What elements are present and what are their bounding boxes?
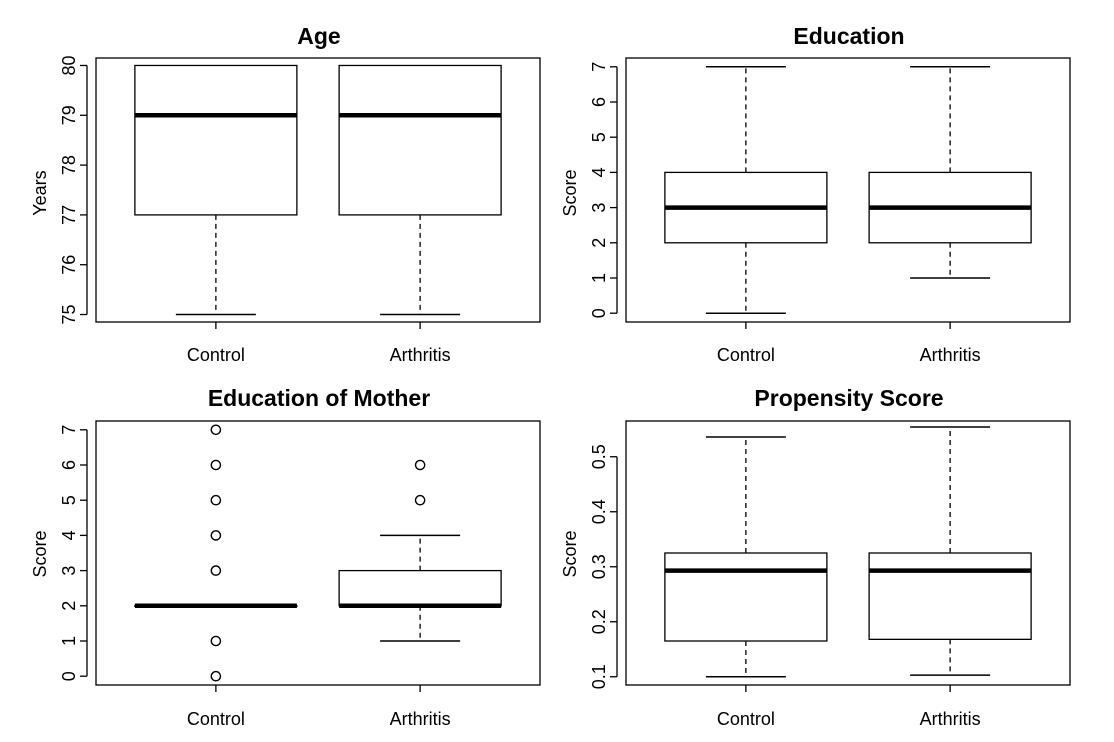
box-arthritis: [868, 426, 1032, 676]
box-control: [664, 436, 828, 678]
panel-education-of-mother-x-axis: Control Arthritis: [187, 685, 451, 729]
y-tick-label: 79: [59, 105, 79, 125]
outlier-point: [210, 424, 222, 436]
iqr-box: [134, 64, 298, 216]
x-tick-label: Arthritis: [920, 709, 981, 729]
y-tick-label: 5: [589, 132, 609, 142]
outlier-point: [210, 494, 222, 506]
y-tick-label: 0.5: [589, 444, 609, 469]
y-tick-label: 0.2: [589, 609, 609, 634]
panel-education-title: Education: [793, 23, 904, 49]
box-control: [134, 64, 298, 316]
y-tick-label: 76: [59, 255, 79, 275]
panel-age-plot-frame: [95, 57, 541, 323]
y-tick-label: 7: [59, 425, 79, 435]
panel-age: Age Years 75 76 77 78 79 80 Control Arthritis: [30, 23, 541, 365]
panel-education-of-mother: Education of Mother Score 0 1 2 3 4 5 6 7 Contr…: [30, 385, 541, 729]
x-tick-label: Control: [187, 709, 245, 729]
panel-education-of-mother-ylabel: Score: [30, 530, 50, 577]
y-tick-label: 1: [59, 636, 79, 646]
panel-propensity-score-x-axis: Control Arthritis: [717, 685, 981, 729]
x-tick-label: Control: [717, 709, 775, 729]
panel-education-of-mother-boxes: [134, 424, 502, 682]
iqr-box: [868, 552, 1032, 640]
y-tick-label: 3: [589, 203, 609, 213]
panel-education: Education Score 0 1 2 3 4 5 6 7 Control Arthriti…: [560, 23, 1071, 365]
panel-education-of-mother-plot-frame: [95, 420, 541, 686]
y-tick-label: 1: [589, 273, 609, 283]
box-arthritis: [868, 66, 1032, 279]
y-tick-label: 7: [589, 62, 609, 72]
box-control: [134, 424, 298, 682]
x-tick-label: Control: [717, 345, 775, 365]
outlier-point: [210, 565, 222, 576]
outlier-point: [210, 459, 222, 471]
outlier-point: [414, 494, 426, 506]
panel-education-of-mother-title: Education of Mother: [208, 385, 430, 411]
panel-propensity-score-boxes: [664, 426, 1032, 678]
panel-education-plot-frame: [625, 57, 1071, 323]
y-tick-label: 0.4: [589, 499, 609, 524]
y-tick-label: 6: [589, 97, 609, 107]
y-tick-label: 4: [59, 530, 79, 540]
box-control: [664, 66, 828, 314]
y-tick-label: 5: [59, 495, 79, 505]
panel-education-boxes: [664, 66, 1032, 314]
y-tick-label: 77: [59, 205, 79, 225]
x-tick-label: Control: [187, 345, 245, 365]
iqr-box: [338, 569, 502, 607]
y-tick-label: 75: [59, 305, 79, 325]
x-tick-label: Arthritis: [390, 709, 451, 729]
iqr-box: [664, 552, 828, 642]
box-arthritis: [338, 459, 502, 642]
panel-propensity-score-y-axis: 0.1 0.2 0.3 0.4 0.5: [589, 444, 618, 689]
y-tick-label: 0.1: [589, 664, 609, 689]
y-tick-label: 6: [59, 460, 79, 470]
y-tick-label: 3: [59, 566, 79, 576]
y-tick-label: 2: [589, 238, 609, 248]
y-tick-label: 78: [59, 155, 79, 175]
panel-education-ylabel: Score: [560, 169, 580, 216]
x-tick-label: Arthritis: [920, 345, 981, 365]
outlier-point: [414, 459, 426, 471]
box-arthritis: [338, 64, 502, 316]
outlier-point: [210, 635, 222, 647]
iqr-box: [338, 64, 502, 216]
panel-education-y-axis: 0 1 2 3 4 5 6 7: [589, 62, 618, 318]
panel-age-title: Age: [297, 23, 340, 49]
panel-propensity-score-title: Propensity Score: [754, 385, 943, 411]
panel-age-boxes: [134, 64, 502, 316]
panel-age-x-axis: Control Arthritis: [187, 322, 451, 365]
y-tick-label: 80: [59, 55, 79, 75]
panel-education-of-mother-y-axis: 0 1 2 3 4 5 6 7: [59, 425, 88, 681]
y-tick-label: 4: [589, 167, 609, 177]
outlier-point: [210, 530, 222, 541]
panel-age-ylabel: Years: [30, 170, 50, 215]
panel-age-y-axis: 75 76 77 78 79 80: [59, 55, 88, 325]
panel-education-x-axis: Control Arthritis: [717, 322, 981, 365]
y-tick-label: 0: [59, 671, 79, 681]
x-tick-label: Arthritis: [390, 345, 451, 365]
outlier-point: [210, 670, 222, 682]
panel-propensity-score-ylabel: Score: [560, 530, 580, 577]
y-tick-label: 0.3: [589, 554, 609, 579]
y-tick-label: 2: [59, 601, 79, 611]
y-tick-label: 0: [589, 308, 609, 318]
panel-propensity-score-plot-frame: [625, 420, 1071, 686]
panel-propensity-score: Propensity Score Score 0.1 0.2 0.3 0.4 0.5 C…: [560, 385, 1071, 729]
